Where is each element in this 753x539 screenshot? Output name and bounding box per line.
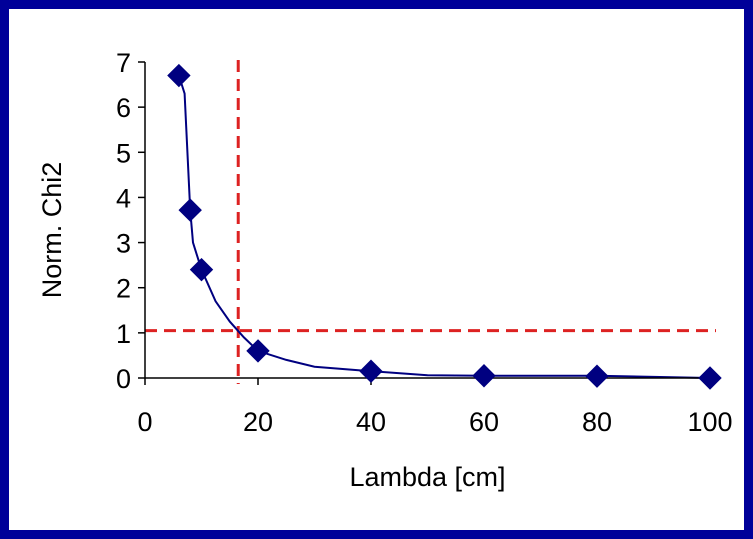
x-tick-label: 100 — [687, 407, 732, 437]
data-point-marker — [585, 364, 609, 388]
y-tick-label: 6 — [116, 93, 131, 123]
y-tick-label: 7 — [116, 48, 131, 78]
y-tick-label: 5 — [116, 138, 131, 168]
chart-frame: 0 1 2 3 4 5 6 7 0 20 40 60 80 100 Lambda [cm] Norm. C… — [9, 9, 744, 530]
reference-lines — [145, 60, 716, 384]
x-tick-label: 0 — [137, 407, 152, 437]
data-point-marker — [698, 366, 722, 390]
x-tick-label: 80 — [582, 407, 612, 437]
x-tick-label: 20 — [243, 407, 273, 437]
x-axis-title: Lambda [cm] — [349, 462, 505, 492]
y-tick-label: 4 — [116, 183, 131, 213]
data-point-marker — [359, 359, 383, 383]
data-point-marker — [246, 339, 270, 363]
tick-labels: 0 1 2 3 4 5 6 7 0 20 40 60 80 100 — [116, 48, 733, 437]
chart-svg: 0 1 2 3 4 5 6 7 0 20 40 60 80 100 Lambda [cm] Norm. C… — [37, 48, 733, 492]
x-tick-label: 60 — [469, 407, 499, 437]
fit-curve — [177, 75, 711, 379]
fit-curve-layer — [177, 75, 711, 379]
x-tick-label: 40 — [356, 407, 386, 437]
data-point-marker — [178, 198, 202, 222]
y-tick-label: 2 — [116, 274, 131, 304]
data-markers — [167, 63, 722, 390]
y-tick-label: 0 — [116, 364, 131, 394]
y-tick-label: 3 — [116, 229, 131, 259]
data-point-marker — [167, 63, 191, 88]
y-tick-label: 1 — [116, 319, 131, 349]
axes — [138, 61, 711, 385]
data-point-marker — [189, 257, 214, 282]
data-point-marker — [472, 364, 496, 388]
y-axis-title: Norm. Chi2 — [37, 162, 67, 299]
